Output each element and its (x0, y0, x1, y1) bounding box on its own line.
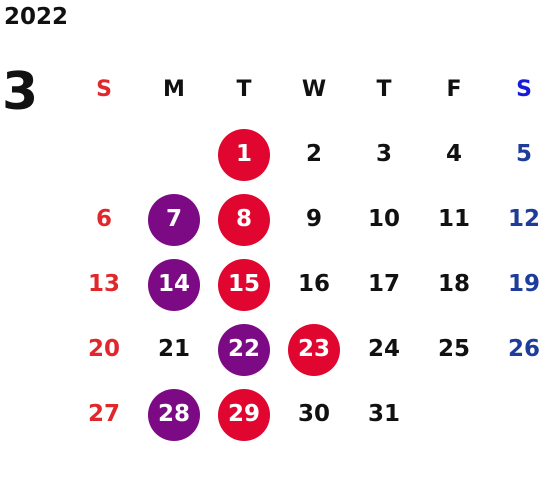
day-cell: 4 (419, 122, 489, 187)
day-cell: 14 (139, 252, 209, 317)
day-number: 26 (507, 336, 540, 362)
day-cell: 11 (419, 187, 489, 252)
calendar-grid: S M T W T F S 1 2 3 4 5 6 7 8 9 10 11 12 13 14 15 16 17 1… (69, 57, 548, 447)
day-number: 11 (437, 206, 470, 232)
weekday-header-wednesday: W (301, 76, 327, 102)
day-number: 12 (507, 206, 540, 232)
day-cell: 2 (279, 122, 349, 187)
day-number-highlighted-purple: 14 (148, 258, 200, 311)
day-number: 21 (157, 336, 190, 362)
day-number: 5 (515, 141, 532, 167)
day-number: 19 (507, 271, 540, 297)
day-number-highlighted-red: 23 (288, 323, 340, 376)
day-cell: 1 (209, 122, 279, 187)
day-number: 18 (437, 271, 470, 297)
day-cell: 28 (139, 382, 209, 447)
empty-day-cell (69, 122, 139, 187)
day-number: 4 (445, 141, 462, 167)
day-cell: 22 (209, 317, 279, 382)
day-number: 2 (305, 141, 322, 167)
day-number: 9 (305, 206, 322, 232)
month-number: 3 (2, 62, 39, 122)
day-number-highlighted-red: 15 (218, 258, 270, 311)
day-cell: 25 (419, 317, 489, 382)
day-cell: 7 (139, 187, 209, 252)
day-number-highlighted-purple: 28 (148, 388, 200, 441)
day-cell: 9 (279, 187, 349, 252)
day-number-highlighted-red: 29 (218, 388, 270, 441)
day-cell: 18 (419, 252, 489, 317)
day-cell: 5 (489, 122, 548, 187)
weekday-header-saturday: S (516, 76, 532, 102)
weekday-header-friday: F (446, 76, 462, 102)
day-number-highlighted-red: 8 (218, 193, 270, 246)
day-number: 30 (297, 401, 330, 427)
weekday-header-sunday: S (96, 76, 112, 102)
day-cell: 6 (69, 187, 139, 252)
day-cell: 19 (489, 252, 548, 317)
day-cell: 17 (349, 252, 419, 317)
empty-day-cell (489, 382, 548, 447)
empty-day-cell (139, 122, 209, 187)
day-cell: 30 (279, 382, 349, 447)
day-cell: 15 (209, 252, 279, 317)
day-cell: 21 (139, 317, 209, 382)
year-label: 2022 (4, 4, 69, 30)
weekday-header-thursday: T (376, 76, 392, 102)
day-cell: 27 (69, 382, 139, 447)
day-cell: 20 (69, 317, 139, 382)
day-number: 17 (367, 271, 400, 297)
day-number: 6 (95, 206, 112, 232)
day-number: 20 (87, 336, 120, 362)
day-number: 25 (437, 336, 470, 362)
day-cell: 24 (349, 317, 419, 382)
empty-day-cell (419, 382, 489, 447)
day-cell: 10 (349, 187, 419, 252)
day-cell: 3 (349, 122, 419, 187)
day-cell: 8 (209, 187, 279, 252)
day-number: 16 (297, 271, 330, 297)
day-cell: 12 (489, 187, 548, 252)
day-cell: 16 (279, 252, 349, 317)
day-cell: 13 (69, 252, 139, 317)
day-number: 3 (375, 141, 392, 167)
day-number-highlighted-purple: 7 (148, 193, 200, 246)
day-cell: 31 (349, 382, 419, 447)
day-number: 10 (367, 206, 400, 232)
weekday-header-monday: M (163, 76, 185, 102)
day-cell: 23 (279, 317, 349, 382)
day-cell: 29 (209, 382, 279, 447)
weekday-header-tuesday: T (236, 76, 252, 102)
day-number: 27 (87, 401, 120, 427)
day-number-highlighted-red: 1 (218, 128, 270, 181)
day-cell: 26 (489, 317, 548, 382)
day-number-highlighted-purple: 22 (218, 323, 270, 376)
day-number: 31 (367, 401, 400, 427)
day-number: 24 (367, 336, 400, 362)
day-number: 13 (87, 271, 120, 297)
